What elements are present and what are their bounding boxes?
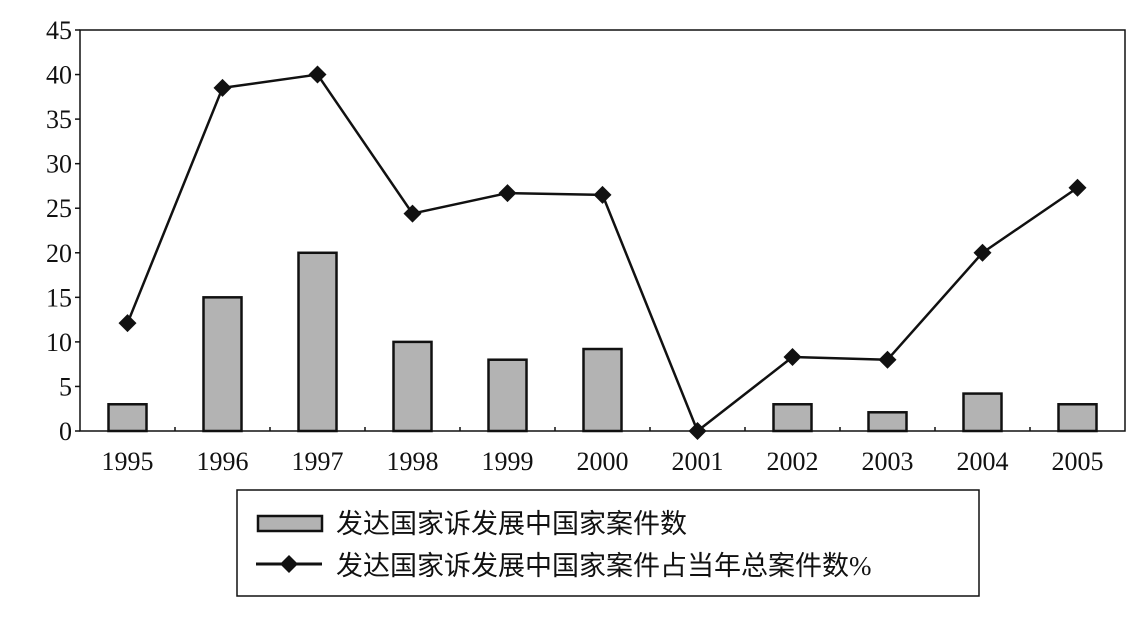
y-tick-label: 30 xyxy=(46,150,72,179)
line-point-1997 xyxy=(308,65,327,84)
bar-2005 xyxy=(1057,403,1098,433)
y-tick-label: 20 xyxy=(46,239,72,268)
bar-1997 xyxy=(297,251,338,433)
bar-1999 xyxy=(487,358,528,433)
line-point-2003 xyxy=(878,350,897,369)
y-tick-label: 40 xyxy=(46,61,72,90)
legend-label-line-series: 发达国家诉发展中国家案件占当年总案件数% xyxy=(336,551,872,581)
bar-2003 xyxy=(867,411,908,433)
x-tick-label: 1997 xyxy=(292,447,344,476)
line-point-1995 xyxy=(118,314,137,333)
y-tick-label: 45 xyxy=(46,16,72,45)
line-point-2002 xyxy=(783,348,802,367)
legend-bar-swatch xyxy=(256,514,324,533)
bar-2004 xyxy=(962,392,1003,433)
x-tick-label: 2001 xyxy=(672,447,724,476)
bar-1996 xyxy=(202,296,243,433)
legend-diamond-marker xyxy=(280,555,298,573)
x-tick-label: 1999 xyxy=(482,447,534,476)
bar-2002 xyxy=(772,403,813,433)
line-point-2004 xyxy=(973,243,992,262)
y-tick-label: 15 xyxy=(46,283,72,312)
x-tick-label: 1995 xyxy=(102,447,154,476)
line-point-1996 xyxy=(213,78,232,97)
legend-label-bar-series: 发达国家诉发展中国家案件数 xyxy=(336,509,687,539)
y-tick-label: 10 xyxy=(46,328,72,357)
line-point-2001 xyxy=(688,422,707,440)
line-point-2000 xyxy=(593,185,612,204)
y-tick-label: 0 xyxy=(59,417,72,446)
legend-box xyxy=(236,489,980,597)
line-point-2005 xyxy=(1068,178,1087,197)
bar-series xyxy=(107,251,1098,433)
y-tick-label: 35 xyxy=(46,105,72,134)
line-series xyxy=(118,65,1087,440)
x-tick-label: 2002 xyxy=(767,447,819,476)
y-tick-label: 5 xyxy=(59,372,72,401)
x-tick-label: 1996 xyxy=(197,447,249,476)
bar-1998 xyxy=(392,340,433,433)
x-tick-label: 2005 xyxy=(1052,447,1104,476)
legend: 发达国家诉发展中国家案件数 发达国家诉发展中国家案件占当年总案件数% xyxy=(236,489,980,597)
line-point-1998 xyxy=(403,204,422,223)
y-axis: 0 5 10 15 20 25 30 35 40 45 xyxy=(46,16,80,446)
x-tick-label: 2000 xyxy=(577,447,629,476)
x-axis: 1995 1996 1997 1998 1999 2000 2001 2002 2003 2004… xyxy=(102,427,1104,476)
bar-2000 xyxy=(582,347,623,433)
line-point-1999 xyxy=(498,184,517,203)
y-tick-label: 25 xyxy=(46,194,72,223)
x-tick-label: 2004 xyxy=(957,447,1009,476)
x-tick-label: 2003 xyxy=(862,447,914,476)
x-tick-label: 1998 xyxy=(387,447,439,476)
bar-1995 xyxy=(107,403,148,433)
